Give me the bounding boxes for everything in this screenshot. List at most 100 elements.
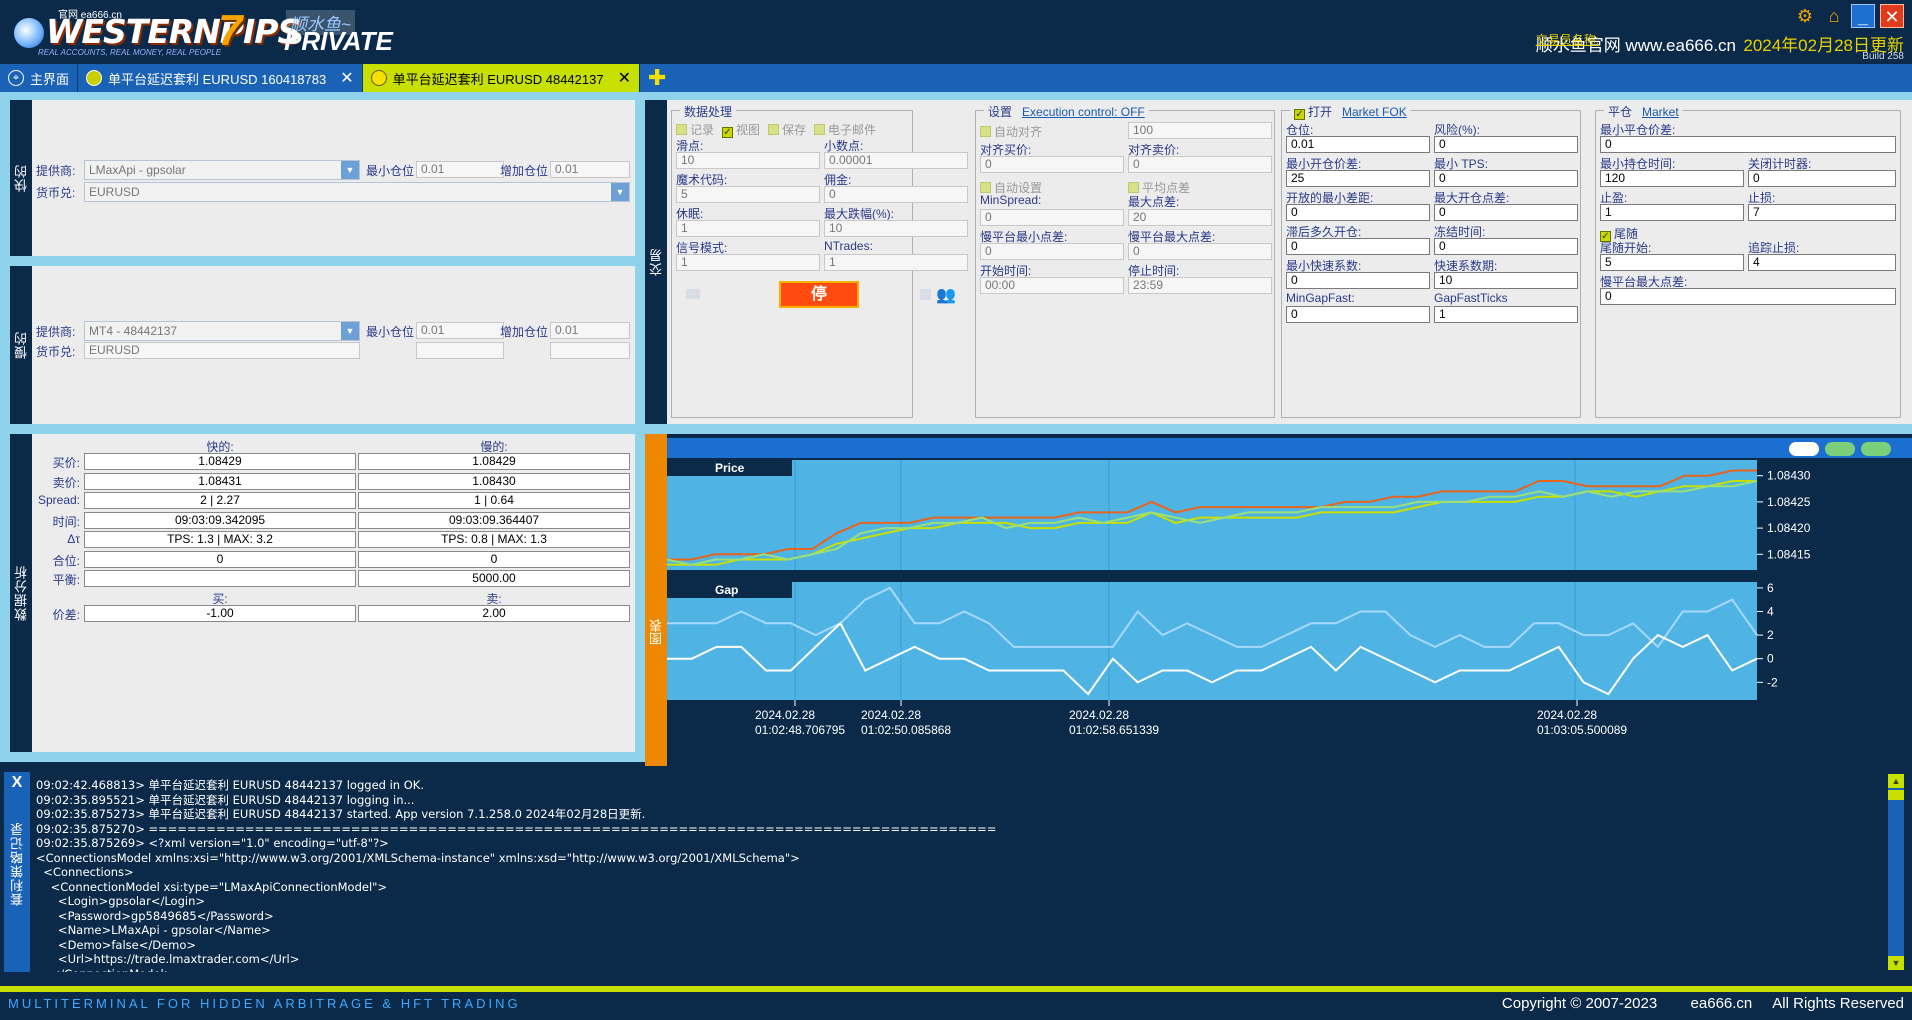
decimals-field[interactable]: 0.00001	[824, 152, 968, 169]
users-icon[interactable]: 👥	[936, 287, 956, 304]
fast-step-lot-field[interactable]: 0.01	[550, 161, 630, 178]
scroll-thumb[interactable]	[1888, 790, 1904, 800]
fast-min-lot-field[interactable]: 0.01	[416, 161, 504, 178]
min-open-gap-field[interactable]: 25	[1286, 170, 1430, 187]
fast-provider-select[interactable]: LMaxApi - gpsolar ▼	[84, 160, 360, 180]
minimize-button[interactable]: _	[1851, 4, 1875, 28]
analysis-slow-cell: 1.08429	[358, 453, 630, 470]
chk-avgpoint[interactable]: 平均点差	[1128, 179, 1190, 196]
gapfastticks-field[interactable]: 1	[1434, 306, 1578, 323]
align-sell-field[interactable]: 0	[1128, 156, 1272, 173]
analysis-side-label: 数据分析	[10, 434, 32, 752]
ntrades-field[interactable]: 1	[824, 254, 968, 271]
delay-open-field[interactable]: 0	[1286, 238, 1430, 255]
x-tick-date: 2024.02.28	[861, 708, 921, 722]
log-line: 09:02:35.895521> 单平台延迟套利 EURUSD 48442137…	[36, 792, 415, 807]
close-tab-icon[interactable]: ✕	[617, 70, 631, 87]
fast-period-field[interactable]: 10	[1434, 272, 1578, 289]
market-link[interactable]: Market	[1642, 105, 1679, 119]
tab-strategy-160418783[interactable]: 单平台延迟套利 EURUSD 160418783 ✕	[78, 64, 363, 92]
freeze-field[interactable]: 0	[1434, 238, 1578, 255]
chk-autoalign[interactable]: 自动对齐	[980, 123, 1042, 140]
signal-label: 信号模式:	[676, 241, 728, 255]
fast-pair-select[interactable]: EURUSD ▼	[84, 182, 630, 202]
x-tick-time: 01:02:50.085868	[861, 723, 951, 737]
lot-field[interactable]: 0.01	[1286, 136, 1430, 153]
log-text[interactable]: 09:02:42.468813> 单平台延迟套利 EURUSD 48442137…	[36, 778, 1876, 972]
save-disk-icon[interactable]	[920, 289, 931, 300]
min-fast-field[interactable]: 0	[1286, 272, 1430, 289]
open-min-spread-field[interactable]: 0	[1286, 204, 1430, 221]
slow-step-lot-field[interactable]: 0.01	[550, 322, 630, 339]
scroll-up-icon[interactable]: ▲	[1888, 774, 1904, 788]
market-fok-link[interactable]: Market FOK	[1342, 105, 1407, 119]
slow-pair-field[interactable]: EURUSD	[84, 342, 360, 359]
chk-autoset[interactable]: 自动设置	[980, 179, 1042, 196]
commission-field[interactable]: 0	[824, 186, 968, 203]
tp-label: 止盈:	[1600, 191, 1628, 205]
analysis-fast-cell: 2 | 2.27	[84, 492, 356, 509]
slow-min-spread-field[interactable]: 0	[980, 243, 1124, 260]
signal-field[interactable]: 1	[676, 254, 820, 271]
min-open-gap-label: 最小开仓价差:	[1286, 157, 1362, 171]
chk-save[interactable]: 保存	[768, 121, 806, 138]
magic-field[interactable]: 5	[676, 186, 820, 203]
chart-side-label: 图表	[645, 434, 667, 830]
stop-time-field[interactable]: 23:59	[1128, 277, 1272, 294]
app-header: 官网 ea666.cn WESTERNPIPS 7 PRIVATE 顺水鱼~ R…	[0, 0, 1912, 64]
min-close-gap-label: 最小平仓价差:	[1600, 123, 1676, 137]
build-number: Build 258	[1862, 51, 1904, 62]
col-fast-header: 快的:	[206, 440, 234, 454]
minspread-field[interactable]: 0	[980, 209, 1124, 226]
close-timer-field[interactable]: 0	[1748, 170, 1896, 187]
add-tab-icon[interactable]: ✚	[648, 65, 667, 90]
scroll-down-icon[interactable]: ▼	[1888, 956, 1904, 970]
slow-extra-field-2[interactable]	[550, 342, 630, 359]
checkbox-checked-icon[interactable]	[1294, 109, 1305, 120]
slow-extra-field-1[interactable]	[416, 342, 504, 359]
trader-label[interactable]: 交易员名称:	[1535, 33, 1600, 47]
tab-strategy-48442137[interactable]: 单平台延迟套利 EURUSD 48442137 ✕	[362, 64, 640, 92]
chk-view[interactable]: 视图	[722, 121, 760, 138]
sl-field[interactable]: 7	[1748, 204, 1896, 221]
maxspread-field[interactable]: 20	[1128, 209, 1272, 226]
close-tab-icon[interactable]: ✕	[340, 70, 354, 87]
gap-ytick-label: 0	[1767, 652, 1774, 666]
min-hold-field[interactable]: 120	[1600, 170, 1744, 187]
log-scrollbar[interactable]: ▲ ▼	[1888, 774, 1904, 970]
slow-provider-select[interactable]: MT4 - 48442137 ▼	[84, 321, 360, 341]
max-open-spread-field[interactable]: 0	[1434, 204, 1578, 221]
chk-trailing[interactable]: 尾随	[1600, 225, 1638, 242]
slow-max-spread-field[interactable]: 0	[1128, 243, 1272, 260]
sleep-field[interactable]: 1	[676, 220, 820, 237]
tp-field[interactable]: 1	[1600, 204, 1744, 221]
execution-control-link[interactable]: Execution control: OFF	[1022, 105, 1145, 119]
close-log-icon[interactable]: X	[11, 774, 23, 791]
trail-stop-field[interactable]: 4	[1748, 254, 1896, 271]
slippage-field[interactable]: 10	[676, 152, 820, 169]
trail-start-field[interactable]: 5	[1600, 254, 1744, 271]
footer-copyright: Copyright © 2007-2023 ea666.cn All Right…	[1501, 995, 1904, 1012]
home-icon[interactable]: ⌂	[1828, 6, 1840, 26]
x-tick-date: 2024.02.28	[1537, 708, 1597, 722]
risk-field[interactable]: 0	[1434, 136, 1578, 153]
close-group: 平仓 Market 最小平仓价差: 0 最小持仓时间: 120 关闭计时器: 0 …	[1595, 103, 1901, 418]
maxdrop-field[interactable]: 10	[824, 220, 968, 237]
stop-button[interactable]: 停	[779, 281, 859, 308]
align-buy-field[interactable]: 0	[980, 156, 1124, 173]
gear-icon[interactable]: ⚙	[1796, 6, 1814, 26]
min-tps-field[interactable]: 0	[1434, 170, 1578, 187]
mingapfast-field[interactable]: 0	[1286, 306, 1430, 323]
min-close-gap-field[interactable]: 0	[1600, 136, 1896, 153]
chk-log[interactable]: 记录	[676, 121, 714, 138]
start-time-field[interactable]: 00:00	[980, 277, 1124, 294]
folder-icon[interactable]	[686, 289, 700, 299]
close-slow-max-field[interactable]: 0	[1600, 288, 1896, 305]
log-line: <Connections>	[36, 865, 134, 879]
slow-min-lot-field[interactable]: 0.01	[416, 322, 504, 339]
chk-email[interactable]: 电子邮件	[814, 121, 876, 138]
autoalign-field[interactable]: 100	[1128, 122, 1272, 139]
close-window-button[interactable]: ✕	[1880, 4, 1904, 28]
tab-main[interactable]: ⌖ 主界面	[0, 64, 79, 92]
